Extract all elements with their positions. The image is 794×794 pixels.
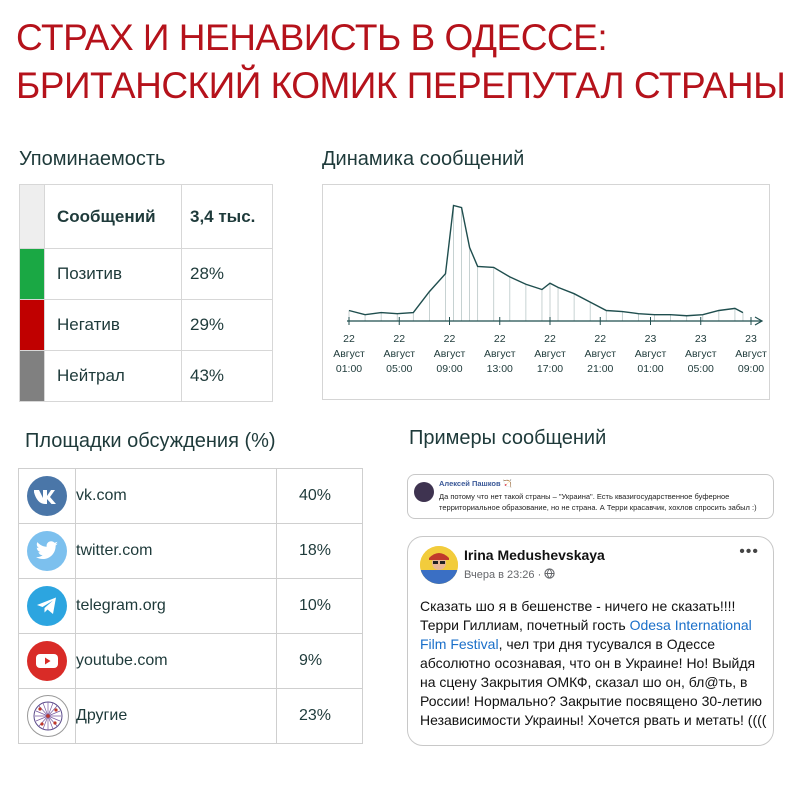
x-tick-label: 09:00 [436, 363, 462, 375]
mentions-heading: Упоминаемость [19, 148, 166, 170]
avatar[interactable] [420, 546, 458, 584]
x-tick-label: Август [434, 348, 466, 360]
youtube-icon [27, 641, 67, 681]
telegram-icon [27, 586, 67, 626]
x-tick-label: Август [635, 348, 667, 360]
festival-link[interactable]: Odesa International Film Festival [420, 617, 752, 652]
platform-row: telegram.org 10% [18, 578, 363, 634]
x-axis-arrow [754, 316, 764, 326]
negative-swatch [19, 299, 45, 351]
title-line-2: БРИТАНСКИЙ КОМИК ПЕРЕПУТАЛ СТРАНЫ [16, 65, 786, 106]
platform-row: twitter.com 18% [18, 523, 363, 579]
sentiment-label: Нейтрал [44, 350, 182, 402]
post-text: Сказать шо я в бешенстве - ничего не ска… [420, 597, 770, 730]
x-tick-label: 01:00 [637, 363, 663, 375]
x-tick-label: 05:00 [688, 363, 714, 375]
x-tick-label: Август [333, 348, 365, 360]
vk-icon [27, 476, 67, 516]
examples-heading: Примеры сообщений [409, 427, 607, 449]
positive-swatch [19, 248, 45, 300]
more-options-icon[interactable]: ••• [739, 543, 759, 560]
network-icon [27, 695, 69, 737]
x-tick-label: Август [484, 348, 516, 360]
x-tick-label: 22 [594, 333, 606, 345]
sentiment-row-negative: Негатив 29% [19, 299, 273, 351]
platform-row: youtube.com 9% [18, 633, 363, 689]
x-tick-label: Август [383, 348, 415, 360]
dynamics-chart-svg: 22 Август 01:00 22 Август 05:00 22 Август 09:00 2… [333, 204, 767, 375]
dynamics-chart: 22 Август 01:00 22 Август 05:00 22 Август 09:00 2… [322, 184, 770, 400]
sentiment-value: 29% [181, 299, 273, 351]
total-label: Сообщений [44, 184, 182, 249]
x-tick-label: Август [534, 348, 566, 360]
x-tick-label: 13:00 [487, 363, 513, 375]
platform-value: 10% [276, 578, 363, 634]
message-card-vk[interactable]: Алексей Пашков 🏹 Да потому что нет такой… [407, 474, 774, 519]
platform-name: Другие [75, 688, 277, 744]
sentiment-value: 43% [181, 350, 273, 402]
post-author[interactable]: Irina Medushevskaya [464, 547, 605, 563]
series-line [348, 204, 744, 317]
platform-value: 40% [276, 468, 363, 524]
platform-value: 9% [276, 633, 363, 689]
x-tick-label: Август [584, 348, 616, 360]
x-tick-label: 22 [343, 333, 355, 345]
x-tick-label: 22 [494, 333, 506, 345]
header-swatch [19, 184, 45, 249]
x-tick-label: 22 [444, 333, 456, 345]
x-tick-label: Август [685, 348, 717, 360]
sentiment-row-positive: Позитив 28% [19, 248, 273, 300]
platform-name: twitter.com [75, 523, 277, 579]
post-meta: Вчера в 23:26 · [464, 568, 555, 581]
x-tick-label: 01:00 [336, 363, 362, 375]
twitter-icon [27, 531, 67, 571]
total-value: 3,4 тыс. [181, 184, 273, 249]
x-tick-label: 23 [645, 333, 657, 345]
x-tick-label: 23 [695, 333, 707, 345]
sentiment-value: 28% [181, 248, 273, 300]
platform-name: telegram.org [75, 578, 277, 634]
post-text: Да потому что нет такой страны – "Украин… [439, 492, 757, 512]
sentiment-label: Позитив [44, 248, 182, 300]
platform-value: 18% [276, 523, 363, 579]
avatar [414, 482, 434, 502]
post-author[interactable]: Алексей Пашков 🏹 [439, 479, 513, 488]
platforms-table: vk.com 40% twitter.com 18% telegram.org … [18, 468, 363, 744]
post-text-before: Сказать шо я в бешенстве - ничего не ска… [420, 598, 736, 633]
page-title: СТРАХ И НЕНАВИСТЬ В ОДЕССЕ: БРИТАНСКИЙ К… [16, 14, 786, 110]
platform-row: Другие 23% [18, 688, 363, 744]
platform-name: youtube.com [75, 633, 277, 689]
x-tick-label: 22 [393, 333, 405, 345]
x-tick-label: Август [735, 348, 767, 360]
title-line-1: СТРАХ И НЕНАВИСТЬ В ОДЕССЕ: [16, 17, 608, 58]
sentiment-label: Негатив [44, 299, 182, 351]
platform-name: vk.com [75, 468, 277, 524]
dynamics-heading: Динамика сообщений [322, 148, 525, 170]
platform-row: vk.com 40% [18, 468, 363, 524]
post-time[interactable]: Вчера в 23:26 · [464, 569, 542, 581]
x-tick-label: 23 [745, 333, 757, 345]
mentions-table: Сообщений 3,4 тыс. Позитив 28% Негатив 2… [19, 184, 273, 402]
x-tick-label: 17:00 [537, 363, 563, 375]
x-tick-label: 21:00 [587, 363, 613, 375]
mentions-total-row: Сообщений 3,4 тыс. [19, 184, 273, 249]
x-tick-label: 09:00 [738, 363, 764, 375]
post-text-after: , чел три дня тусувался в Одессе абсолют… [420, 636, 767, 728]
neutral-swatch [19, 350, 45, 402]
globe-icon [544, 568, 555, 581]
message-card-facebook[interactable]: Irina Medushevskaya Вчера в 23:26 · ••• … [407, 536, 774, 746]
x-tick-label: 22 [544, 333, 556, 345]
platforms-heading: Площадки обсуждения (%) [25, 430, 276, 452]
platform-value: 23% [276, 688, 363, 744]
sentiment-row-neutral: Нейтрал 43% [19, 350, 273, 402]
x-tick-label: 05:00 [386, 363, 412, 375]
